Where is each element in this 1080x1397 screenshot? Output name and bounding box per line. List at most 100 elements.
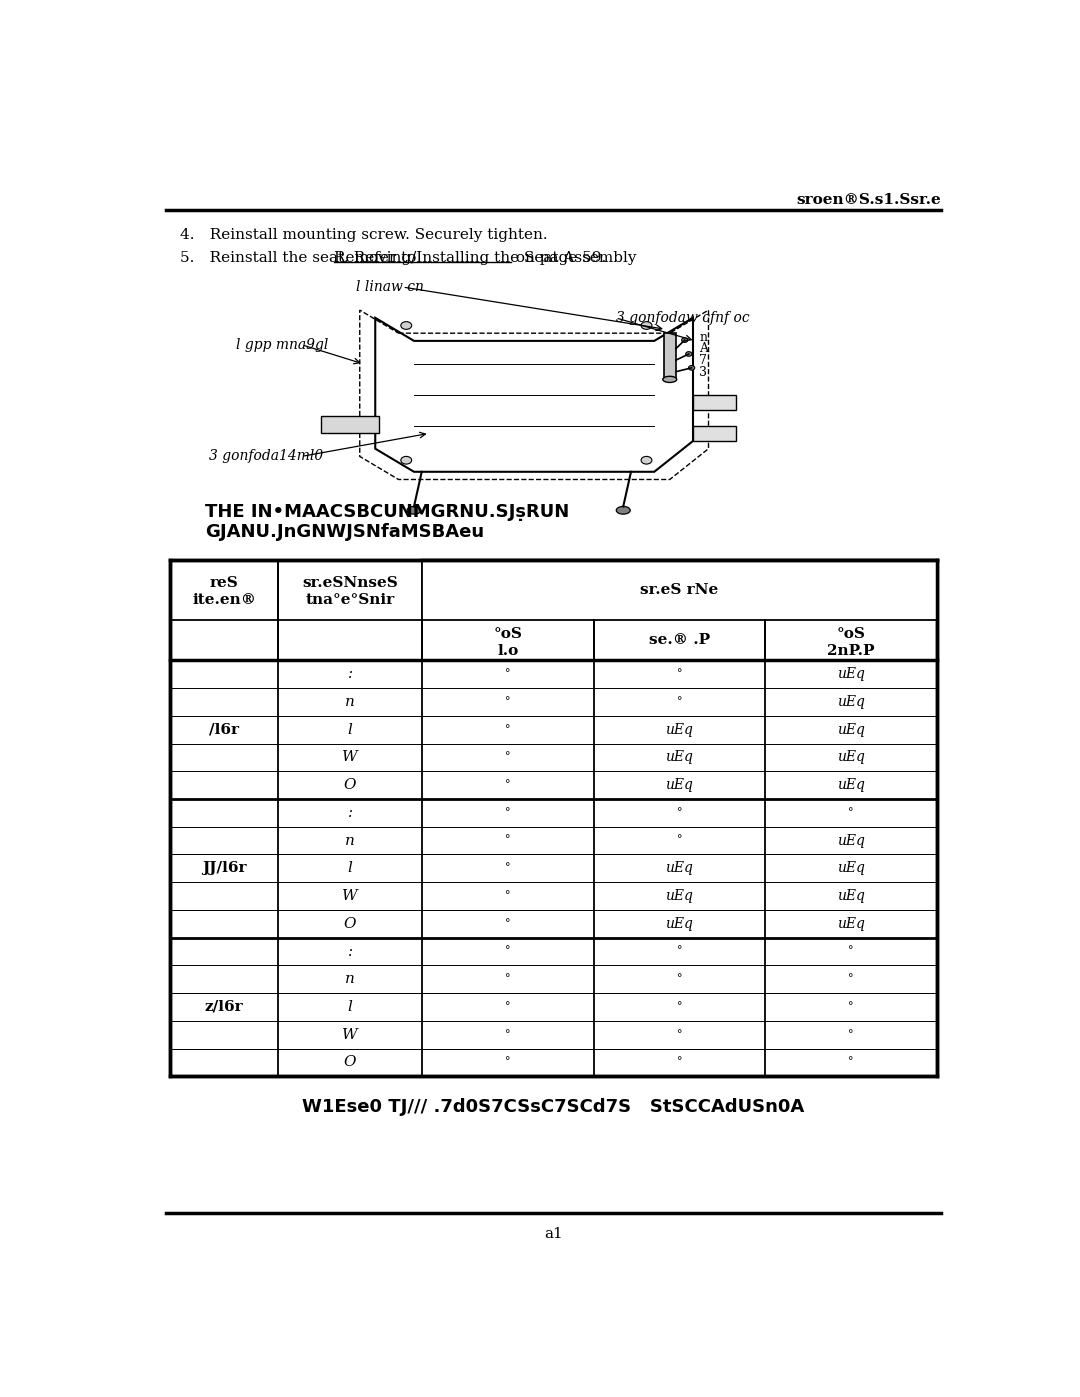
Text: uEq: uEq xyxy=(665,888,693,902)
Text: sroen®S.s1.Ssr.e: sroen®S.s1.Ssr.e xyxy=(796,193,941,207)
Text: °: ° xyxy=(504,753,511,763)
Text: 7: 7 xyxy=(699,353,707,367)
Text: °: ° xyxy=(849,947,854,957)
Ellipse shape xyxy=(407,507,421,514)
Text: JJ/l6r: JJ/l6r xyxy=(202,862,246,876)
Text: :: : xyxy=(348,668,353,682)
Text: °: ° xyxy=(504,919,511,929)
Text: l: l xyxy=(348,862,352,876)
Text: O: O xyxy=(343,778,356,792)
Text: uEq: uEq xyxy=(837,862,865,876)
Text: :: : xyxy=(348,806,353,820)
Text: °: ° xyxy=(677,807,683,817)
Text: W: W xyxy=(342,1028,357,1042)
Text: l.o: l.o xyxy=(497,644,518,658)
Text: l gpp mna9gl: l gpp mna9gl xyxy=(235,338,328,352)
Text: °: ° xyxy=(677,669,683,679)
Text: 2nP.P: 2nP.P xyxy=(827,644,875,658)
Ellipse shape xyxy=(686,352,692,356)
Ellipse shape xyxy=(642,321,652,330)
Text: uEq: uEq xyxy=(665,916,693,930)
Text: °: ° xyxy=(504,697,511,707)
Text: 3 gonfoda14ml0: 3 gonfoda14ml0 xyxy=(208,450,323,464)
Text: uEq: uEq xyxy=(837,722,865,736)
Text: 5. Reinstall the seat. Refer to: 5. Reinstall the seat. Refer to xyxy=(180,251,421,265)
Text: O: O xyxy=(343,1055,356,1069)
Text: Removing/Installing the Seat Assembly: Removing/Installing the Seat Assembly xyxy=(334,251,636,265)
Text: A: A xyxy=(699,342,708,355)
Text: W: W xyxy=(342,750,357,764)
Text: °: ° xyxy=(849,1058,854,1067)
Text: 3: 3 xyxy=(699,366,707,379)
Text: °: ° xyxy=(677,835,683,845)
Text: l: l xyxy=(348,1000,352,1014)
Text: °: ° xyxy=(504,974,511,985)
Text: THE IN•MAACSBCUNMGRNU.SJṣRUN: THE IN•MAACSBCUNMGRNU.SJṣRUN xyxy=(205,503,569,521)
Text: °: ° xyxy=(504,1058,511,1067)
Bar xyxy=(321,416,379,433)
Text: °: ° xyxy=(504,863,511,873)
Text: sr.eSNnseS: sr.eSNnseS xyxy=(302,576,397,590)
Text: °: ° xyxy=(677,974,683,985)
Bar xyxy=(170,560,937,1076)
Text: z/l6r: z/l6r xyxy=(205,1000,243,1014)
Text: uEq: uEq xyxy=(837,696,865,710)
Ellipse shape xyxy=(681,338,688,342)
Text: O: O xyxy=(343,916,356,930)
Ellipse shape xyxy=(642,457,652,464)
Text: :: : xyxy=(348,944,353,958)
Ellipse shape xyxy=(617,507,631,514)
Text: °: ° xyxy=(849,974,854,985)
Text: GJANU.JnGNWJSNfaMSBAeu: GJANU.JnGNWJSNfaMSBAeu xyxy=(205,524,484,542)
Text: a1: a1 xyxy=(544,1227,563,1241)
Text: W: W xyxy=(342,888,357,902)
Text: °: ° xyxy=(504,947,511,957)
Text: uEq: uEq xyxy=(837,668,865,682)
Text: l: l xyxy=(348,722,352,736)
Text: ite.en®: ite.en® xyxy=(192,592,256,606)
Text: W1Ese0 TJ/// .7d0S7CSsC7SCd7S   StSCCAdUSn0A: W1Ese0 TJ/// .7d0S7CSsC7SCd7S StSCCAdUSn… xyxy=(302,1098,805,1116)
Text: tna°e°Snir: tna°e°Snir xyxy=(306,592,394,606)
Text: 3 gonfodaw cfnf oc: 3 gonfodaw cfnf oc xyxy=(616,310,750,324)
Text: uEq: uEq xyxy=(665,862,693,876)
Text: °: ° xyxy=(677,1058,683,1067)
Text: se.® .P: se.® .P xyxy=(649,633,710,647)
Text: °: ° xyxy=(677,947,683,957)
Text: n: n xyxy=(346,834,355,848)
Bar xyxy=(693,395,735,411)
Ellipse shape xyxy=(663,376,677,383)
Text: °oS: °oS xyxy=(837,627,866,641)
Bar xyxy=(693,426,735,441)
Text: °: ° xyxy=(504,1002,511,1011)
Text: uEq: uEq xyxy=(837,778,865,792)
Ellipse shape xyxy=(688,366,694,370)
Text: uEq: uEq xyxy=(837,916,865,930)
Text: n: n xyxy=(346,972,355,986)
Ellipse shape xyxy=(401,457,411,464)
Text: °: ° xyxy=(504,1030,511,1039)
Text: uEq: uEq xyxy=(665,778,693,792)
Text: °: ° xyxy=(849,1002,854,1011)
Text: °: ° xyxy=(504,780,511,791)
Text: on page 59.: on page 59. xyxy=(512,251,607,265)
Text: uEq: uEq xyxy=(665,722,693,736)
Text: °: ° xyxy=(504,891,511,901)
Text: uEq: uEq xyxy=(837,750,865,764)
Bar xyxy=(663,334,676,380)
Text: °: ° xyxy=(677,697,683,707)
Text: 4. Reinstall mounting screw. Securely tighten.: 4. Reinstall mounting screw. Securely ti… xyxy=(180,228,548,242)
Text: °: ° xyxy=(504,725,511,735)
Text: /l6r: /l6r xyxy=(210,722,239,736)
Text: n: n xyxy=(699,331,707,344)
Text: uEq: uEq xyxy=(837,834,865,848)
Ellipse shape xyxy=(401,321,411,330)
Text: uEq: uEq xyxy=(665,750,693,764)
Text: sr.eS rNe: sr.eS rNe xyxy=(640,584,718,598)
Text: °oS: °oS xyxy=(494,627,522,641)
Text: °: ° xyxy=(849,807,854,817)
Text: n: n xyxy=(346,696,355,710)
Text: °: ° xyxy=(504,807,511,817)
Text: °: ° xyxy=(849,1030,854,1039)
Text: reS: reS xyxy=(210,576,239,590)
Text: °: ° xyxy=(504,669,511,679)
